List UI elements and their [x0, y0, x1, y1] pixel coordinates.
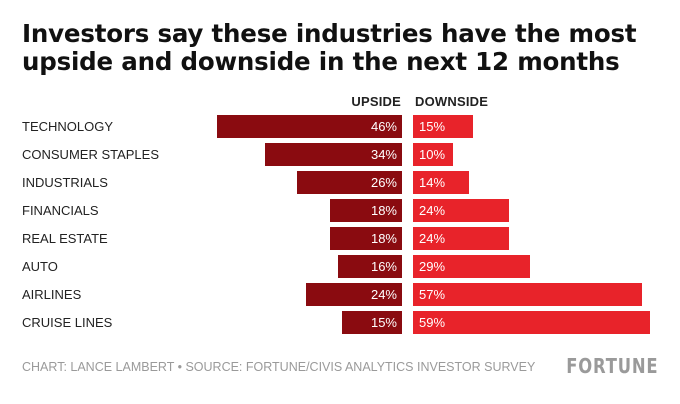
fortune-logo: FORTUNE [565, 354, 658, 378]
downside-bar [413, 199, 510, 222]
upside-bar [337, 255, 402, 278]
downside-bar [413, 171, 470, 194]
upside-bar [329, 227, 402, 250]
upside-bar [305, 283, 402, 306]
category-label: REAL ESTATE [22, 231, 108, 246]
category-label: CRUISE LINES [22, 315, 113, 330]
downside-bar [413, 143, 454, 166]
downside-bar [413, 227, 510, 250]
category-label: AIRLINES [22, 287, 82, 302]
category-label: AUTO [22, 259, 58, 274]
upside-bar [297, 171, 402, 194]
chart-title-line-1: Investors say these industries have the … [22, 19, 637, 48]
upside-value-label: 26% [370, 175, 397, 190]
downside-bar [413, 255, 530, 278]
upside-value-label: 46% [370, 119, 397, 134]
downside-value-label: 57% [419, 287, 446, 302]
upside-value-label: 18% [370, 231, 397, 246]
downside-value-label: 24% [419, 231, 446, 246]
upside-bar [341, 311, 402, 334]
chart-title-line-2: upside and downside in the next 12 month… [22, 47, 620, 76]
category-label: FINANCIALS [22, 203, 99, 218]
category-label: TECHNOLOGY [22, 119, 114, 134]
downside-value-label: 10% [419, 147, 446, 162]
upside-bar [217, 115, 402, 138]
category-label: INDUSTRIALS [22, 175, 108, 190]
chart-source-credit: CHART: LANCE LAMBERT • SOURCE: FORTUNE/C… [22, 360, 536, 374]
upside-value-label: 16% [370, 259, 397, 274]
downside-bar [413, 115, 474, 138]
downside-value-label: 15% [419, 119, 446, 134]
upside-bar [329, 199, 402, 222]
downside-value-label: 24% [419, 203, 446, 218]
downside-value-label: 14% [419, 175, 446, 190]
upside-value-label: 18% [370, 203, 397, 218]
downside-column-header: DOWNSIDE [415, 94, 489, 109]
chart-title: Investors say these industries have the … [22, 20, 662, 76]
upside-column-header: UPSIDE [351, 94, 401, 109]
downside-bar [413, 283, 643, 306]
upside-value-label: 24% [370, 287, 397, 302]
category-label: CONSUMER STAPLES [22, 147, 160, 162]
downside-value-label: 29% [419, 259, 446, 274]
downside-bar [413, 311, 651, 334]
downside-value-label: 59% [419, 315, 446, 330]
upside-bar [265, 143, 402, 166]
upside-value-label: 15% [370, 315, 397, 330]
upside-value-label: 34% [370, 147, 397, 162]
